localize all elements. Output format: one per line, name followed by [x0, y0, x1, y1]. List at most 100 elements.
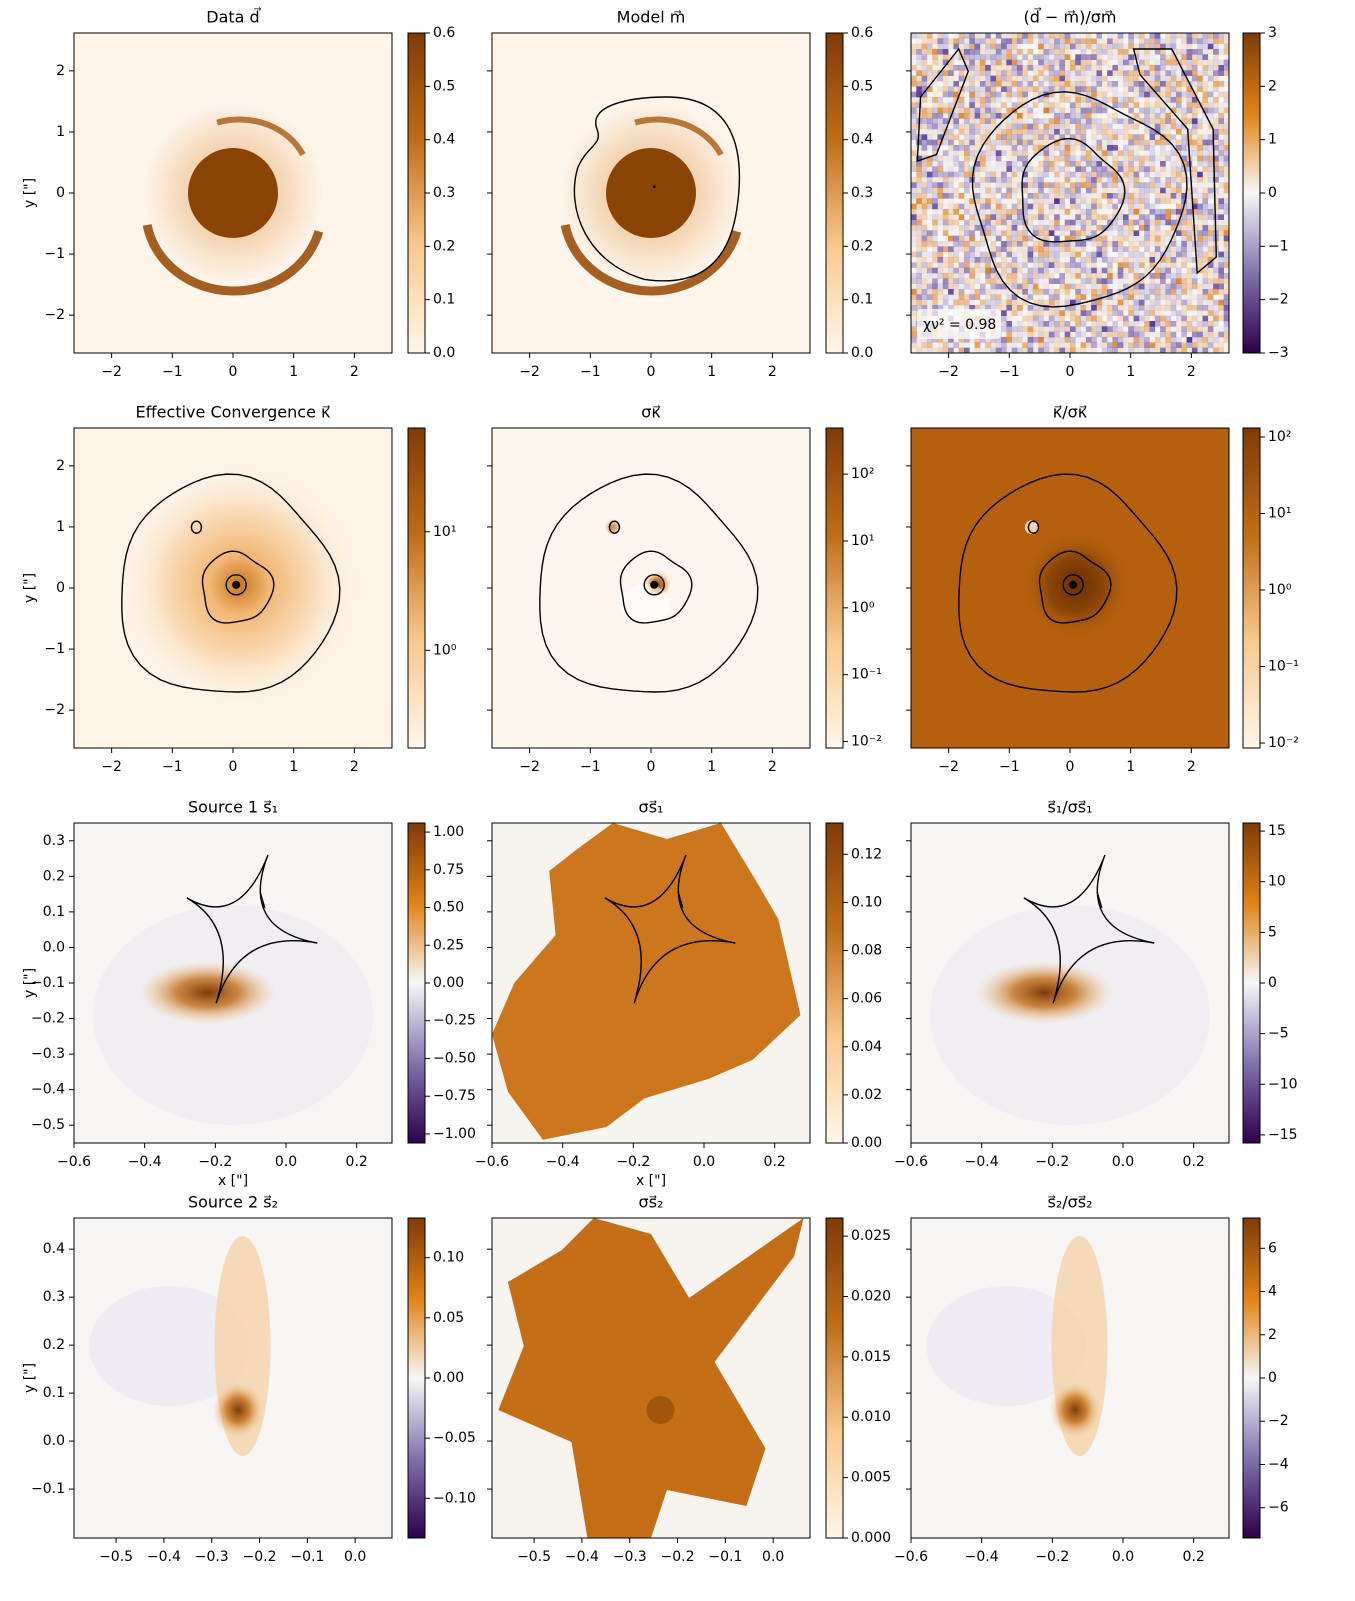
colorbar-tick-label: 0.4: [433, 132, 455, 148]
colorbar-tick-label: −1: [1268, 238, 1289, 254]
colorbar-tick-label: 0.05: [433, 1310, 464, 1326]
colorbar-tick-label: −0.10: [433, 1490, 476, 1506]
colorbar-tick-label: 10⁰: [433, 642, 457, 658]
image: [74, 823, 392, 1143]
colorbar-tick-label: −0.75: [433, 1088, 476, 1104]
colorbar-tick-label: 10⁰: [1268, 582, 1292, 598]
y-axis-label: y ["]: [22, 1363, 38, 1393]
x-tick-label: −0.2: [616, 1154, 650, 1170]
core: [188, 148, 278, 238]
panel-title: Source 1 s⃗₁: [188, 798, 278, 817]
colorbar-tick-label: 0: [1268, 975, 1277, 991]
x-tick-label: 1: [289, 759, 298, 775]
y-tick-label: 0.1: [43, 1385, 65, 1401]
y-tick-label: 0.1: [43, 904, 65, 920]
y-tick-label: −2: [44, 307, 65, 323]
y-tick-label: 2: [56, 63, 65, 79]
colorbar-tick-label: 0.4: [851, 132, 873, 148]
panel-title: Model m⃗: [617, 8, 686, 27]
colorbar-tick-label: 0.25: [433, 937, 464, 953]
image: [74, 1218, 392, 1538]
y-tick-label: −0.1: [31, 1481, 65, 1497]
panel-title: s⃗₁/σs⃗₁: [1047, 798, 1092, 817]
core: [606, 148, 696, 238]
x-tick-label: −0.2: [661, 1549, 695, 1565]
colorbar-tick-label: −3: [1268, 345, 1289, 361]
colorbar-tick-label: 10²: [1268, 429, 1291, 445]
y-axis-label: y ["]: [22, 178, 38, 208]
y-tick-label: 1: [56, 519, 65, 535]
y-tick-label: 0.2: [43, 868, 65, 884]
colorbar-tick-label: 0.00: [851, 1135, 882, 1151]
colorbar-tick-label: 0.1: [433, 292, 455, 308]
colorbar-tick-label: 0.010: [851, 1409, 891, 1425]
blob: [138, 961, 278, 1025]
x-tick-label: −1: [580, 364, 601, 380]
x-tick-label: −2: [519, 759, 540, 775]
y-tick-label: −1: [44, 641, 65, 657]
panel: σs⃗₁−0.6−0.4−0.20.00.2x ["]0.000.020.040…: [475, 798, 882, 1190]
colorbar-tick-label: −5: [1268, 1026, 1289, 1042]
colorbar-tick-label: 0.2: [433, 238, 455, 254]
x-tick-label: −0.2: [1035, 1549, 1069, 1565]
image: [492, 1218, 810, 1538]
y-axis-label: y ["]: [22, 573, 38, 603]
colorbar-tick-label: 10¹: [1268, 505, 1291, 521]
image: [74, 428, 392, 748]
colorbar-tick-label: 0: [1268, 185, 1277, 201]
colorbar-tick-label: 0.08: [851, 943, 882, 959]
y-tick-label: −0.2: [31, 1011, 65, 1027]
x-tick-label: −0.6: [475, 1154, 509, 1170]
x-tick-label: −1: [999, 759, 1020, 775]
x-tick-label: 2: [350, 364, 359, 380]
panel: κ⃗/σκ⃗−2−101210⁻²10⁻¹10⁰10¹10²: [906, 403, 1299, 776]
y-tick-label: −0.4: [31, 1082, 65, 1098]
colorbar: [826, 428, 843, 748]
x-tick-label: −0.3: [613, 1549, 647, 1565]
image: [911, 1218, 1229, 1538]
x-tick-label: 2: [768, 759, 777, 775]
x-tick-label: −0.2: [243, 1549, 277, 1565]
x-tick-label: 2: [1187, 364, 1196, 380]
x-tick-label: −1: [999, 364, 1020, 380]
colorbar-tick-label: 0.5: [851, 78, 873, 94]
x-tick-label: −2: [938, 759, 959, 775]
panel-title: s⃗₂/σs⃗₂: [1047, 1193, 1092, 1212]
colorbar-tick-label: 10²: [851, 466, 874, 482]
x-tick-label: −0.4: [546, 1154, 580, 1170]
colorbar-tick-label: −6: [1268, 1500, 1289, 1516]
colorbar-tick-label: −15: [1268, 1127, 1298, 1143]
colorbar: [1243, 823, 1260, 1143]
y-tick-label: 0.4: [43, 1241, 65, 1257]
panel: Effective Convergence κ⃗−2−1012−2−1012y …: [22, 403, 457, 776]
colorbar-tick-label: 0.2: [851, 238, 873, 254]
x-tick-label: 2: [350, 759, 359, 775]
panel-title: Data d⃗: [206, 7, 261, 27]
colorbar-tick-label: 0.10: [851, 894, 882, 910]
panel: Source 1 s⃗₁−0.6−0.4−0.20.00.2−0.5−0.4−0…: [22, 798, 476, 1190]
x-tick-label: −1: [162, 364, 183, 380]
x-tick-label: 0: [1066, 364, 1075, 380]
y-tick-label: −0.3: [31, 1046, 65, 1062]
panel-title: κ⃗/σκ⃗: [1053, 403, 1088, 422]
x-tick-label: −1: [162, 759, 183, 775]
x-tick-label: 0.0: [1112, 1154, 1134, 1170]
colorbar-tick-label: 0.005: [851, 1470, 891, 1486]
x-tick-label: 1: [289, 364, 298, 380]
colorbar-tick-label: 0: [1268, 1370, 1277, 1386]
colorbar-tick-label: 0.0: [433, 345, 455, 361]
x-tick-label: 1: [707, 759, 716, 775]
image: [492, 428, 810, 748]
colorbar-tick-label: −4: [1268, 1456, 1289, 1472]
panel: σs⃗₂−0.5−0.4−0.3−0.2−0.10.00.0000.0050.0…: [487, 1193, 891, 1566]
y-tick-label: 0: [56, 185, 65, 201]
x-tick-label: 0.2: [1183, 1549, 1205, 1565]
y-tick-label: 1: [56, 124, 65, 140]
colorbar-tick-label: 0.10: [433, 1250, 464, 1266]
image: [911, 428, 1229, 748]
y-tick-label: 0.3: [43, 833, 65, 849]
x-tick-label: −2: [519, 364, 540, 380]
panel-title: σs⃗₁: [639, 798, 664, 817]
x-tick-label: 0.0: [693, 1154, 715, 1170]
colorbar-tick-label: 0.06: [851, 991, 882, 1007]
